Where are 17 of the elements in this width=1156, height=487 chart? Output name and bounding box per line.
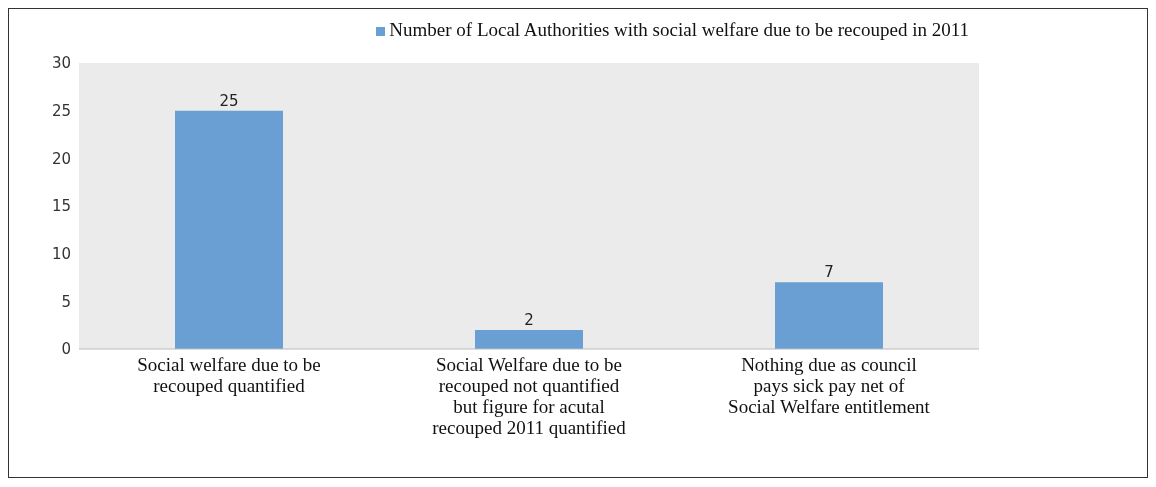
y-tick-label: 5 bbox=[61, 292, 71, 311]
y-tick-label: 25 bbox=[51, 101, 71, 120]
data-label: 7 bbox=[824, 263, 834, 282]
legend-label: Number of Local Authorities with social welfare due to be recouped in 2011 bbox=[389, 19, 969, 40]
data-label: 2 bbox=[524, 310, 534, 329]
y-tick-label: 30 bbox=[51, 54, 71, 73]
y-tick-label: 20 bbox=[51, 149, 71, 168]
x-tick-label: Social welfare due to be recouped quantified bbox=[137, 354, 321, 396]
bar bbox=[175, 110, 283, 349]
y-tick-label: 10 bbox=[51, 244, 71, 263]
bar bbox=[475, 329, 583, 349]
y-tick-label: 0 bbox=[61, 340, 71, 359]
data-label: 25 bbox=[219, 91, 239, 110]
x-tick-label: Social Welfare due to be recouped not quantified but figure for acutal recouped 2011 quantified bbox=[432, 354, 627, 438]
x-tick-label: Nothing due as council pays sick pay net of Social Welfare entitlement bbox=[728, 354, 931, 417]
bar bbox=[775, 282, 883, 349]
y-tick-label: 15 bbox=[51, 197, 71, 216]
